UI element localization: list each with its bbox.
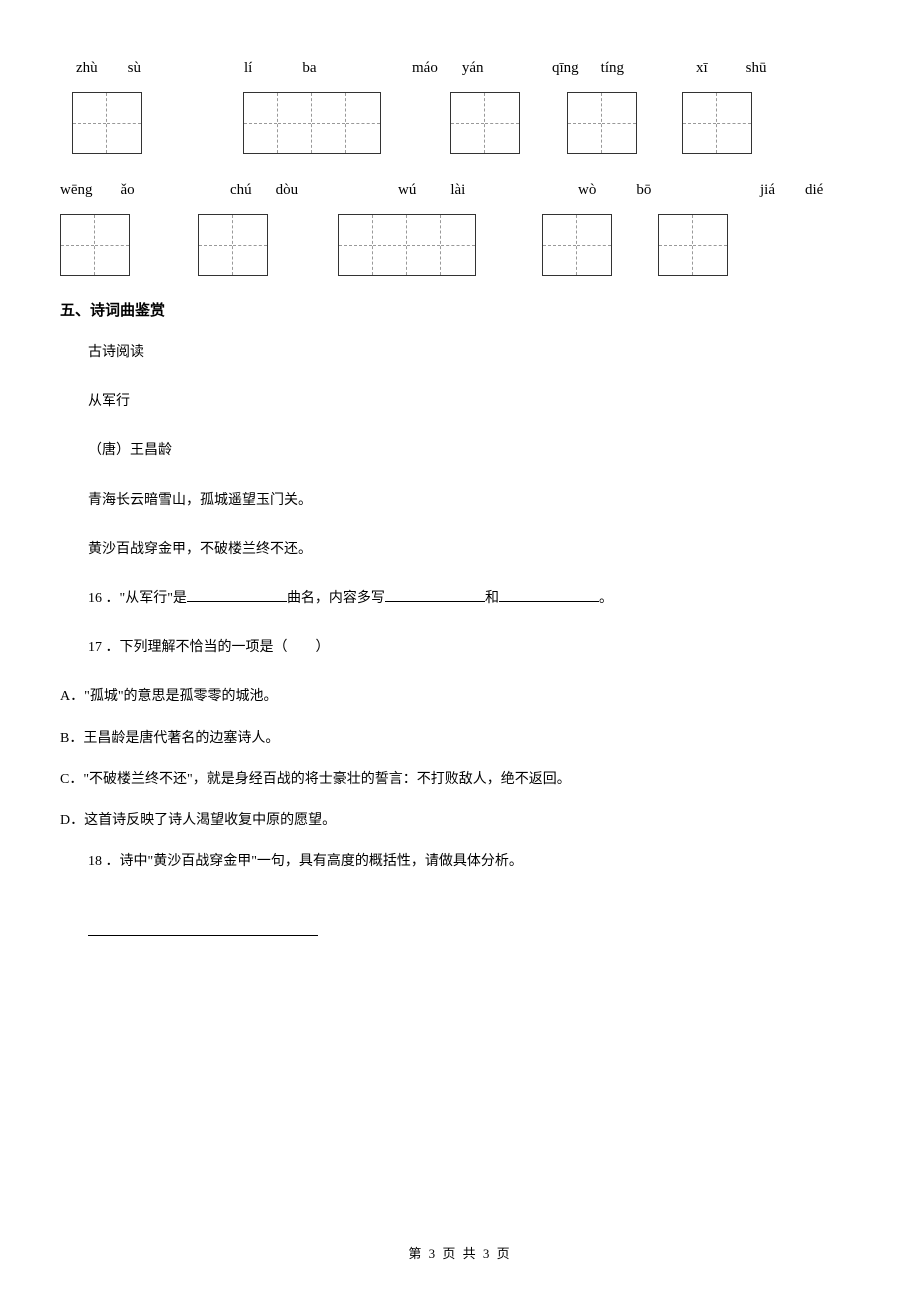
character-grid-box[interactable] [72, 92, 142, 154]
pinyin-syllable: lí [244, 60, 252, 77]
content-block-2: 18 ．诗中"黄沙百战穿金甲"一句，具有高度的概括性，请做具体分析。 [60, 849, 860, 874]
question-18: 18 ．诗中"黄沙百战穿金甲"一句，具有高度的概括性，请做具体分析。 [88, 849, 860, 874]
pinyin-group: qīng tíng [552, 60, 624, 77]
pinyin-syllable: wò [578, 182, 596, 199]
grid-cell[interactable] [346, 93, 380, 153]
grid-row-1 [60, 92, 860, 152]
character-grid-box[interactable] [450, 92, 520, 154]
character-grid-box[interactable] [567, 92, 637, 154]
grid-cell[interactable] [717, 93, 751, 153]
grid-cell[interactable] [659, 215, 693, 275]
q16-mid2: 和 [485, 591, 499, 606]
blank-1[interactable] [187, 588, 287, 602]
grid-cell[interactable] [199, 215, 233, 275]
character-grid-box[interactable] [658, 214, 728, 276]
grid-cell[interactable] [95, 215, 129, 275]
grid-cell[interactable] [339, 215, 373, 275]
grid-cell[interactable] [693, 215, 727, 275]
pinyin-group: zhù sù [76, 60, 141, 77]
grid-cell[interactable] [61, 215, 95, 275]
grid-cell[interactable] [568, 93, 602, 153]
poem-line-2: 黄沙百战穿金甲，不破楼兰终不还。 [88, 537, 860, 562]
option-c[interactable]: C．"不破楼兰终不还"，就是身经百战的将士豪壮的誓言：不打败敌人，绝不返回。 [60, 767, 860, 792]
character-grid-box[interactable] [542, 214, 612, 276]
pinyin-syllable: zhù [76, 60, 98, 77]
q16-mid1: 曲名，内容多写 [287, 591, 385, 606]
pinyin-syllable: wú [398, 182, 416, 199]
pinyin-syllable: wēng [60, 182, 93, 199]
option-d[interactable]: D．这首诗反映了诗人渴望收复中原的愿望。 [60, 808, 860, 833]
question-16: 16 ．"从军行"是 曲名，内容多写 和 。 [88, 586, 860, 611]
page-footer: 第 3 页 共 3 页 [0, 1243, 920, 1262]
poem-line-1: 青海长云暗雪山，孤城遥望玉门关。 [88, 488, 860, 513]
blank-3[interactable] [499, 588, 599, 602]
pinyin-group: máo yán [412, 60, 484, 77]
grid-cell[interactable] [485, 93, 519, 153]
pinyin-syllable: ba [302, 60, 316, 77]
pinyin-syllable: bō [636, 182, 651, 199]
answer-line[interactable] [60, 898, 860, 941]
pinyin-syllable: chú [230, 182, 252, 199]
character-grid-box[interactable] [243, 92, 381, 154]
section-title: 五、诗词曲鉴赏 [60, 299, 860, 320]
grid-cell[interactable] [407, 215, 441, 275]
pinyin-syllable: dòu [276, 182, 299, 199]
character-grid-box[interactable] [60, 214, 130, 276]
q16-prefix: 16 ．"从军行"是 [88, 591, 187, 606]
character-grid-box[interactable] [682, 92, 752, 154]
pinyin-syllable: sù [128, 60, 141, 77]
pinyin-group: xī shū [696, 60, 767, 77]
grid-cell[interactable] [373, 215, 407, 275]
pinyin-syllable: máo [412, 60, 438, 77]
poem-title: 从军行 [88, 389, 860, 414]
pinyin-group: chú dòu [230, 182, 298, 199]
grid-cell[interactable] [543, 215, 577, 275]
grid-cell[interactable] [244, 93, 278, 153]
pinyin-group: lí ba [244, 60, 317, 77]
grid-cell[interactable] [602, 93, 636, 153]
grid-cell[interactable] [577, 215, 611, 275]
character-grid-box[interactable] [198, 214, 268, 276]
grid-row-2 [60, 214, 860, 274]
grid-cell[interactable] [683, 93, 717, 153]
character-grid-box[interactable] [338, 214, 476, 276]
option-b[interactable]: B．王昌龄是唐代著名的边塞诗人。 [60, 726, 860, 751]
grid-cell[interactable] [233, 215, 267, 275]
content-block: 古诗阅读 从军行 （唐）王昌龄 青海长云暗雪山，孤城遥望玉门关。 黄沙百战穿金甲… [60, 340, 860, 660]
pinyin-group: wēng ǎo [60, 182, 135, 199]
pinyin-syllable: jiá [760, 182, 775, 199]
grid-cell[interactable] [73, 93, 107, 153]
question-17: 17 ．下列理解不恰当的一项是（ ） [88, 635, 860, 660]
reading-label: 古诗阅读 [88, 340, 860, 365]
pinyin-syllable: ǎo [121, 182, 135, 199]
pinyin-group: wú lài [398, 182, 465, 199]
blank-2[interactable] [385, 588, 485, 602]
pinyin-syllable: lài [450, 182, 465, 199]
pinyin-group: jiá dié [760, 182, 823, 199]
poem-author: （唐）王昌龄 [88, 438, 860, 463]
pinyin-group: wò bō [578, 182, 651, 199]
pinyin-syllable: xī [696, 60, 708, 77]
grid-cell[interactable] [312, 93, 346, 153]
q16-end: 。 [599, 591, 613, 606]
grid-cell[interactable] [451, 93, 485, 153]
pinyin-syllable: yán [462, 60, 484, 77]
pinyin-syllable: qīng [552, 60, 579, 77]
pinyin-syllable: tíng [601, 60, 624, 77]
pinyin-row-2: wēng ǎo chú dòu wú lài wò bō jiá dié [60, 182, 860, 202]
grid-cell[interactable] [278, 93, 312, 153]
grid-cell[interactable] [441, 215, 475, 275]
option-a[interactable]: A．"孤城"的意思是孤零零的城池。 [60, 684, 860, 709]
pinyin-syllable: dié [805, 182, 823, 199]
grid-cell[interactable] [107, 93, 141, 153]
pinyin-row-1: zhù sù lí ba máo yán qīng tíng xī shū [60, 60, 860, 80]
pinyin-syllable: shū [746, 60, 767, 77]
